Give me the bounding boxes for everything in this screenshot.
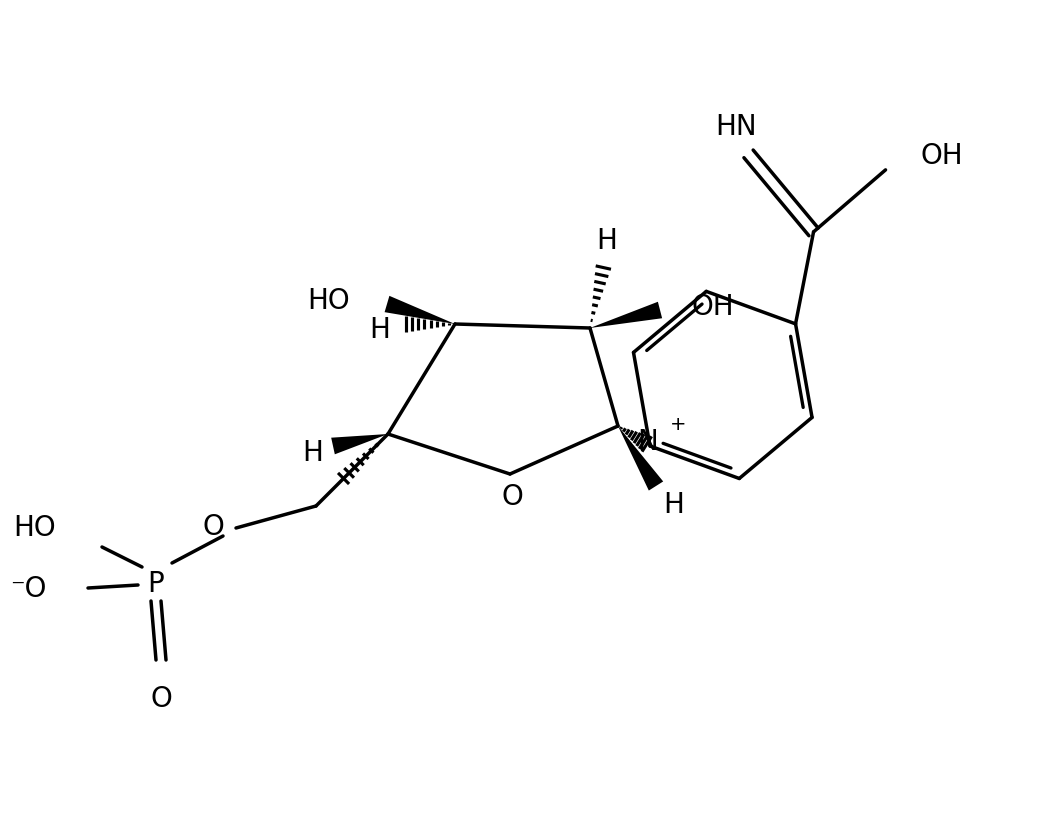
Text: O: O xyxy=(501,482,523,511)
Text: HO: HO xyxy=(307,287,350,314)
Text: H: H xyxy=(370,316,390,344)
Text: HN: HN xyxy=(716,113,758,140)
Text: H: H xyxy=(597,227,618,255)
Text: H: H xyxy=(302,438,324,466)
Text: O: O xyxy=(202,512,224,540)
Text: +: + xyxy=(670,415,686,434)
Polygon shape xyxy=(618,426,663,491)
Text: P: P xyxy=(147,569,164,597)
Text: H: H xyxy=(663,491,684,518)
Polygon shape xyxy=(590,303,662,329)
Polygon shape xyxy=(385,297,455,324)
Polygon shape xyxy=(331,435,388,455)
Text: OH: OH xyxy=(692,293,735,321)
Text: ⁻O: ⁻O xyxy=(9,574,46,602)
Text: N: N xyxy=(637,427,658,456)
Text: O: O xyxy=(151,684,172,712)
Text: OH: OH xyxy=(921,141,963,170)
Text: HO: HO xyxy=(13,513,56,542)
